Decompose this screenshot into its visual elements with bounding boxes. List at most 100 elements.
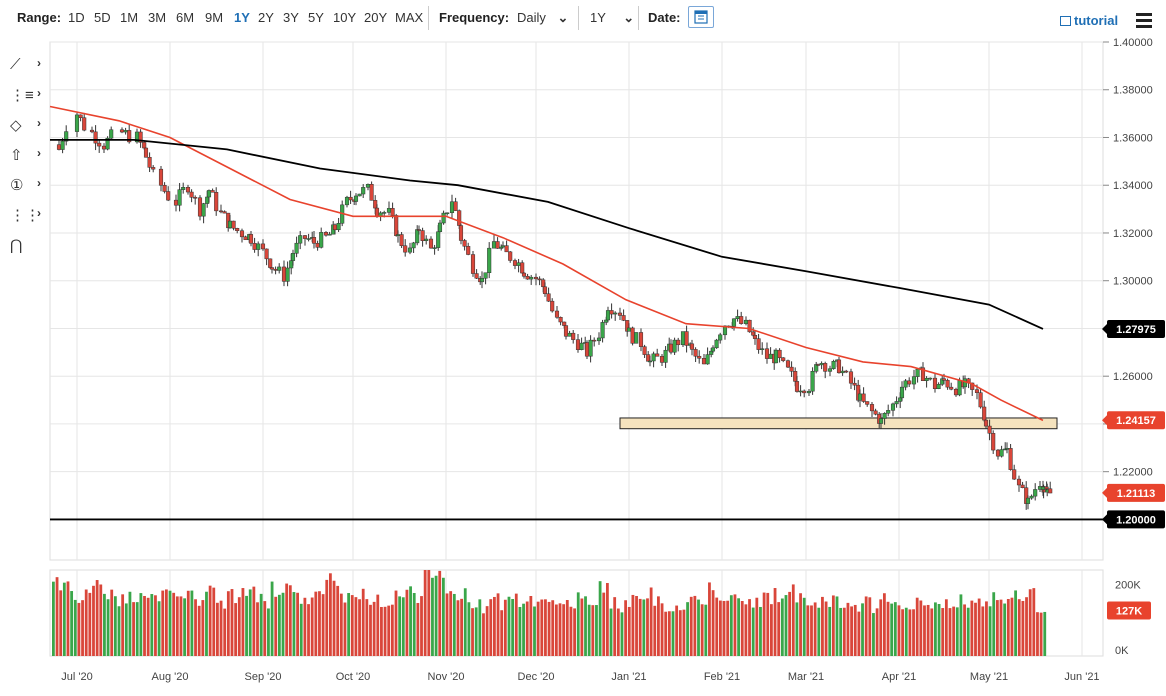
candle-body [235, 228, 240, 231]
volume-bar [708, 582, 711, 656]
candle-body [756, 338, 761, 350]
candle-body [336, 223, 341, 231]
arrow-tool-button[interactable]: ⇧ › [10, 146, 50, 168]
date-tick-label: Sep '20 [245, 671, 282, 683]
volume-bar [791, 584, 795, 656]
volume-bar [744, 604, 748, 656]
volume-bar [59, 590, 63, 656]
range-9m[interactable]: 9M [205, 10, 224, 25]
volume-bar [565, 600, 569, 656]
volume-bar [1039, 612, 1043, 656]
measure-tool-button[interactable]: ⋮⋮ › [10, 206, 50, 228]
price-tag [1107, 320, 1165, 339]
volume-bar [766, 592, 770, 656]
volume-bar [846, 602, 850, 656]
candle-body [630, 327, 635, 344]
line-tool-button[interactable]: ⟋ › [10, 56, 50, 78]
candle-body [252, 243, 257, 250]
annotation-tool-button[interactable]: ① › [10, 176, 50, 198]
range-1d[interactable]: 1D [68, 10, 85, 25]
volume-bar [598, 581, 602, 656]
candle-body [466, 246, 471, 255]
menu-icon[interactable] [1136, 13, 1152, 31]
candle-body [999, 449, 1004, 457]
candle-body [621, 315, 626, 321]
candle-body [285, 267, 290, 282]
volume-bar [460, 598, 464, 656]
volume-bar [551, 600, 555, 656]
candle-body [592, 339, 597, 342]
candle-body [411, 242, 416, 249]
range-3y[interactable]: 3Y [283, 10, 299, 25]
volume-bar [175, 596, 179, 656]
range-20y[interactable]: 20Y [364, 10, 388, 25]
fibonacci-tool-button[interactable]: ⋮≡ › [10, 86, 50, 108]
candle-body [512, 260, 518, 266]
candle-body [1008, 448, 1013, 470]
volume-bar [143, 595, 146, 656]
volume-bar [726, 600, 730, 656]
magnet-tool-button[interactable]: ⋂ [10, 236, 50, 258]
volume-bar [336, 585, 340, 656]
range-6m[interactable]: 6M [176, 10, 195, 25]
candle-body [865, 401, 870, 405]
volume-bar [864, 596, 868, 656]
volume-bar [697, 599, 700, 656]
price-tag [1107, 510, 1165, 529]
volume-bar [817, 607, 821, 656]
candle-body [789, 366, 794, 372]
frequency-dropdown[interactable]: Daily ⌄ [517, 10, 568, 26]
candle-body [474, 273, 479, 279]
volume-bar [554, 604, 558, 656]
candle-body [1012, 469, 1017, 480]
volume-bar [350, 595, 354, 656]
candle-body [810, 370, 815, 392]
volume-bar [930, 608, 934, 656]
period-dropdown[interactable]: 1Y ⌄ [590, 10, 634, 26]
volume-bar [959, 594, 963, 656]
range-5y[interactable]: 5Y [308, 10, 324, 25]
price-tick-label: 1.26000 [1113, 371, 1153, 383]
candle-body [201, 203, 206, 217]
range-5d[interactable]: 5D [94, 10, 111, 25]
candle-body [268, 258, 273, 268]
volume-bar [562, 604, 566, 656]
candle-body [886, 410, 891, 414]
range-max[interactable]: MAX [395, 10, 424, 25]
volume-bar [92, 585, 95, 656]
volume-bar [810, 605, 813, 656]
candle-body [82, 117, 87, 131]
volume-bar [500, 610, 504, 656]
date-picker-button[interactable] [688, 6, 714, 28]
candle-body [1040, 486, 1046, 490]
volume-bar [1017, 599, 1021, 656]
volume-bar [948, 608, 952, 656]
volume-bar [208, 585, 212, 656]
candle-body [693, 349, 698, 357]
range-1y[interactable]: 1Y [234, 10, 250, 25]
candle-body [852, 382, 857, 386]
volume-bar [372, 601, 376, 656]
volume-bar [821, 596, 824, 656]
tutorial-link[interactable]: tutorial [1060, 13, 1118, 28]
range-10y[interactable]: 10Y [333, 10, 357, 25]
volume-bar [1003, 603, 1007, 656]
range-3m[interactable]: 3M [148, 10, 167, 25]
price-tag-pointer [1102, 324, 1107, 335]
volume-bar [595, 605, 598, 656]
volume-bar [132, 602, 135, 656]
range-1m[interactable]: 1M [120, 10, 139, 25]
range-2y[interactable]: 2Y [258, 10, 274, 25]
candle-body [793, 371, 798, 382]
candle-body [668, 343, 674, 353]
candle-body [453, 201, 458, 211]
volume-bar [496, 593, 500, 656]
chevron-right-icon: › [37, 116, 41, 130]
volume-bar [770, 604, 773, 656]
volume-bar [882, 593, 886, 656]
volume-bar [416, 602, 420, 656]
shape-tool-button[interactable]: ◇ › [10, 116, 50, 138]
volume-bar [328, 573, 332, 656]
date-tick-label: Jul '20 [61, 671, 92, 683]
